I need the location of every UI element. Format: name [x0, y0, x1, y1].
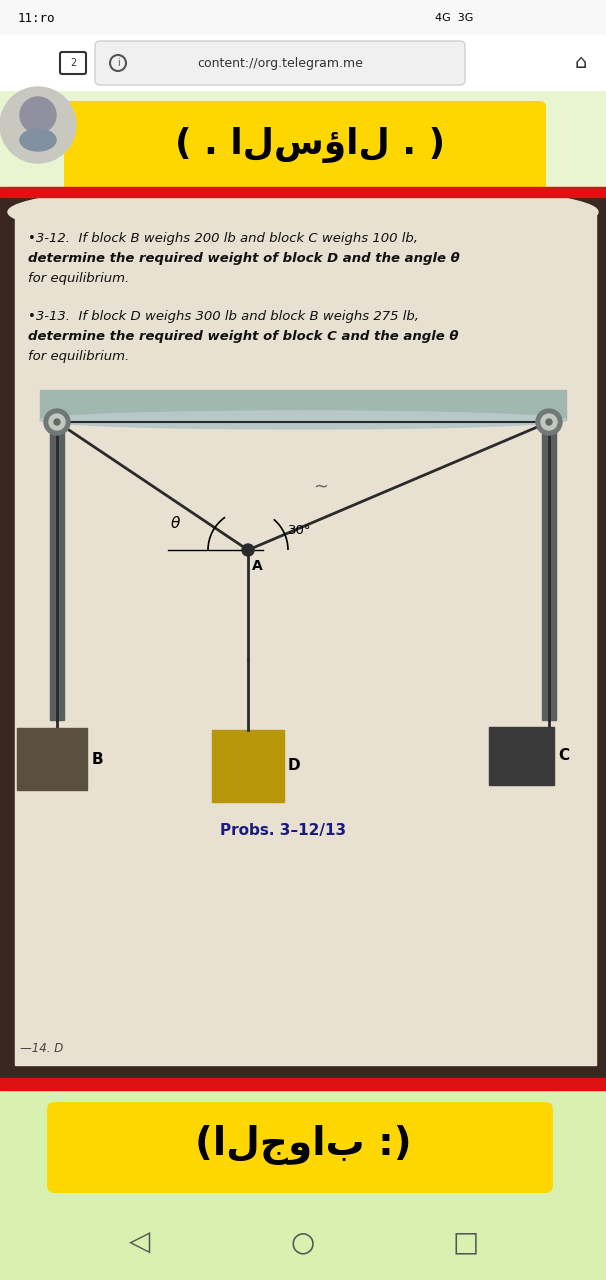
Circle shape	[536, 410, 562, 435]
Text: content://org.telegram.me: content://org.telegram.me	[197, 56, 363, 69]
Bar	[50, 420, 64, 719]
Circle shape	[49, 413, 65, 430]
Circle shape	[20, 97, 56, 133]
Text: $\sim$: $\sim$	[310, 476, 328, 494]
Bar	[17, 728, 87, 790]
Text: for equilibrium.: for equilibrium.	[28, 349, 129, 364]
FancyBboxPatch shape	[47, 1102, 553, 1193]
Text: 4G  3G: 4G 3G	[435, 13, 474, 23]
Text: 2: 2	[70, 58, 76, 68]
Bar	[489, 727, 554, 785]
Circle shape	[54, 419, 60, 425]
Text: ◁: ◁	[129, 1228, 151, 1256]
Text: B: B	[92, 751, 104, 767]
Bar	[40, 390, 566, 420]
Bar	[0, 187, 606, 197]
Text: (الجواب :): (الجواب :)	[195, 1125, 411, 1165]
Text: 11:ro: 11:ro	[18, 12, 56, 24]
Bar	[542, 420, 556, 719]
Text: 30°: 30°	[288, 524, 311, 538]
Text: □: □	[453, 1228, 479, 1256]
Text: Probs. 3–12/13: Probs. 3–12/13	[220, 823, 346, 838]
Bar	[0, 0, 606, 100]
Circle shape	[242, 544, 254, 556]
Text: C: C	[558, 749, 569, 763]
Bar	[0, 1091, 606, 1280]
Text: $\theta$: $\theta$	[170, 515, 181, 531]
FancyBboxPatch shape	[64, 101, 546, 191]
Text: •3-13.  If block D weighs 300 lb and block B weighs 275 lb,: •3-13. If block D weighs 300 lb and bloc…	[28, 310, 419, 323]
Bar	[0, 90, 606, 189]
Circle shape	[546, 419, 552, 425]
Text: ( . السؤال . ): ( . السؤال . )	[175, 127, 445, 163]
Bar	[0, 1078, 606, 1091]
Text: ○: ○	[291, 1228, 315, 1256]
Text: determine the required weight of block D and the angle θ: determine the required weight of block D…	[28, 252, 460, 265]
Bar	[0, 0, 606, 35]
Text: determine the required weight of block C and the angle θ: determine the required weight of block C…	[28, 330, 459, 343]
Ellipse shape	[8, 182, 598, 242]
Text: for equilibrium.: for equilibrium.	[28, 271, 129, 285]
Bar	[15, 210, 596, 1065]
Circle shape	[541, 413, 557, 430]
Ellipse shape	[20, 129, 56, 151]
FancyBboxPatch shape	[95, 41, 465, 84]
Text: D: D	[288, 759, 301, 773]
Circle shape	[0, 87, 76, 163]
Bar	[0, 197, 606, 1080]
Text: A: A	[252, 559, 263, 573]
Ellipse shape	[40, 411, 566, 429]
Text: •3-12.  If block B weighs 200 lb and block C weighs 100 lb,: •3-12. If block B weighs 200 lb and bloc…	[28, 232, 418, 244]
Bar	[212, 730, 284, 803]
Bar	[0, 35, 606, 90]
Text: i: i	[116, 58, 119, 68]
Text: —14. D: —14. D	[20, 1042, 63, 1055]
Circle shape	[44, 410, 70, 435]
Text: ⌂: ⌂	[575, 54, 587, 73]
